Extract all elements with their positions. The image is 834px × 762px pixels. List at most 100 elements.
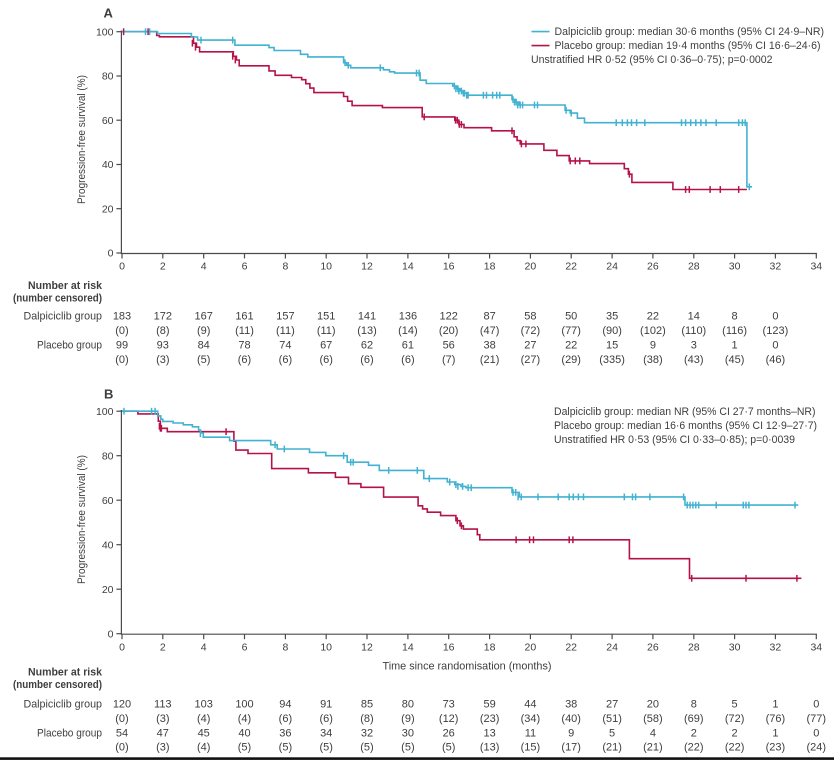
svg-text:85: 85 <box>361 699 373 711</box>
svg-text:Number at risk: Number at risk <box>28 280 103 292</box>
svg-text:(45): (45) <box>725 354 745 366</box>
svg-text:2: 2 <box>691 727 697 739</box>
svg-text:151: 151 <box>317 311 335 323</box>
svg-text:(72): (72) <box>725 713 745 725</box>
svg-text:30: 30 <box>729 261 741 273</box>
svg-text:(23): (23) <box>480 713 500 725</box>
svg-text:84: 84 <box>198 340 210 352</box>
svg-text:(7): (7) <box>442 354 455 366</box>
svg-text:(4): (4) <box>197 713 210 725</box>
svg-text:(34): (34) <box>521 713 541 725</box>
svg-text:(0): (0) <box>115 325 128 337</box>
svg-text:(51): (51) <box>602 713 622 725</box>
svg-text:122: 122 <box>440 311 458 323</box>
svg-text:8: 8 <box>732 311 738 323</box>
svg-text:(20): (20) <box>439 325 459 337</box>
svg-text:56: 56 <box>443 340 455 352</box>
svg-text:(3): (3) <box>156 713 169 725</box>
svg-text:20: 20 <box>102 203 114 215</box>
svg-text:20: 20 <box>525 261 537 273</box>
svg-text:80: 80 <box>102 450 114 462</box>
svg-text:(14): (14) <box>398 325 418 337</box>
svg-text:6: 6 <box>242 261 248 273</box>
svg-text:74: 74 <box>279 340 291 352</box>
svg-text:11: 11 <box>525 727 536 739</box>
svg-text:36: 36 <box>279 727 291 739</box>
svg-text:0: 0 <box>108 628 114 640</box>
svg-text:40: 40 <box>102 539 114 551</box>
svg-text:Placebo group: median 16·6 mon: Placebo group: median 16·6 months (95% C… <box>554 420 817 432</box>
svg-text:(335): (335) <box>599 354 625 366</box>
svg-text:32: 32 <box>361 727 373 739</box>
svg-text:(110): (110) <box>681 325 706 337</box>
svg-text:(77): (77) <box>561 325 581 337</box>
svg-text:Unstratified HR 0·53 (95% CI 0: Unstratified HR 0·53 (95% CI 0·33–0·85);… <box>554 434 795 446</box>
svg-text:(15): (15) <box>521 742 541 754</box>
svg-text:(8): (8) <box>360 713 373 725</box>
svg-text:26: 26 <box>443 727 455 739</box>
svg-text:12: 12 <box>361 261 373 273</box>
svg-text:B: B <box>104 387 113 402</box>
svg-text:54: 54 <box>116 727 128 739</box>
svg-text:28: 28 <box>688 642 700 654</box>
svg-text:8: 8 <box>282 261 288 273</box>
svg-text:113: 113 <box>154 699 172 711</box>
svg-text:(77): (77) <box>807 713 827 725</box>
svg-text:44: 44 <box>524 699 536 711</box>
svg-text:(6): (6) <box>319 354 332 366</box>
svg-text:38: 38 <box>565 699 577 711</box>
svg-text:(13): (13) <box>480 742 500 754</box>
svg-text:(6): (6) <box>319 713 332 725</box>
svg-text:(12): (12) <box>439 713 459 725</box>
svg-text:78: 78 <box>238 340 250 352</box>
svg-text:Dalpiciclib group: median NR (: Dalpiciclib group: median NR (95% CI 27·… <box>554 406 816 418</box>
svg-text:(6): (6) <box>279 354 292 366</box>
svg-text:100: 100 <box>96 406 114 418</box>
svg-text:0: 0 <box>108 248 114 260</box>
svg-text:(43): (43) <box>684 354 704 366</box>
svg-text:183: 183 <box>113 311 131 323</box>
svg-text:(11): (11) <box>317 325 336 337</box>
svg-text:87: 87 <box>483 311 495 323</box>
svg-text:(21): (21) <box>643 742 663 754</box>
svg-text:Placebo group: Placebo group <box>37 727 102 739</box>
svg-text:(22): (22) <box>725 742 745 754</box>
svg-text:5: 5 <box>732 699 738 711</box>
svg-text:40: 40 <box>238 727 250 739</box>
svg-text:32: 32 <box>770 642 782 654</box>
svg-text:(0): (0) <box>115 354 128 366</box>
svg-text:(13): (13) <box>357 325 377 337</box>
svg-text:67: 67 <box>320 340 332 352</box>
svg-text:(5): (5) <box>197 354 210 366</box>
svg-text:14: 14 <box>402 261 414 273</box>
svg-text:22: 22 <box>565 340 577 352</box>
svg-text:1: 1 <box>772 699 778 711</box>
svg-text:60: 60 <box>102 495 114 507</box>
svg-text:(6): (6) <box>360 354 373 366</box>
svg-text:(40): (40) <box>561 713 581 725</box>
svg-text:(5): (5) <box>442 742 455 754</box>
svg-text:61: 61 <box>402 340 414 352</box>
svg-text:(8): (8) <box>156 325 169 337</box>
svg-text:(90): (90) <box>602 325 622 337</box>
svg-text:1: 1 <box>772 727 778 739</box>
svg-text:18: 18 <box>484 642 496 654</box>
svg-text:(3): (3) <box>156 742 169 754</box>
svg-text:38: 38 <box>483 340 495 352</box>
svg-text:172: 172 <box>154 311 172 323</box>
svg-text:(5): (5) <box>319 742 332 754</box>
svg-text:(9): (9) <box>401 713 414 725</box>
svg-text:22: 22 <box>565 642 577 654</box>
svg-text:(23): (23) <box>766 742 786 754</box>
svg-text:22: 22 <box>565 261 577 273</box>
svg-text:99: 99 <box>116 340 128 352</box>
svg-text:(72): (72) <box>521 325 541 337</box>
svg-text:161: 161 <box>235 311 253 323</box>
svg-text:0: 0 <box>119 642 125 654</box>
svg-text:Dalpiciclib group: median 30·6: Dalpiciclib group: median 30·6 months (9… <box>555 26 825 38</box>
svg-text:(58): (58) <box>643 713 663 725</box>
svg-text:93: 93 <box>157 340 169 352</box>
svg-text:16: 16 <box>443 642 455 654</box>
svg-text:2: 2 <box>160 642 166 654</box>
svg-text:94: 94 <box>279 699 291 711</box>
